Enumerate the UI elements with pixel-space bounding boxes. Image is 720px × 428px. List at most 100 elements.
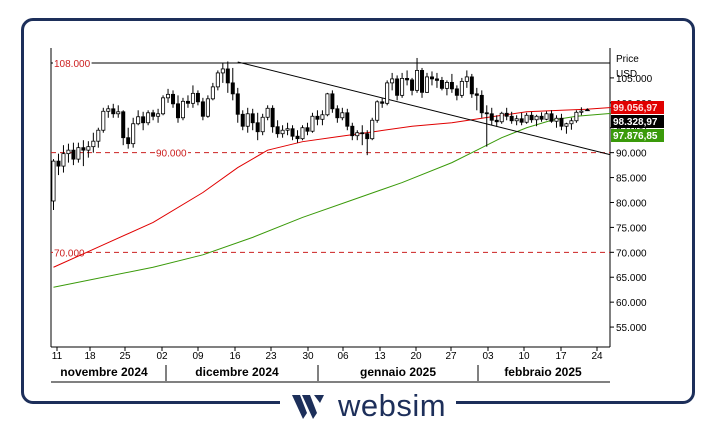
candle-body [320,114,325,120]
level-label-bg [155,148,189,160]
candle-body [429,76,434,80]
candle-body [240,113,245,127]
candle-body [380,101,385,104]
brand-name: websim [338,388,447,423]
candle-body [539,115,544,120]
candle-body [484,112,489,115]
candle-body [549,113,554,122]
candle-body [161,97,166,115]
candle-body [554,117,559,122]
candle-body [574,111,579,122]
candle-body [235,93,240,115]
y-tick-label: 75.000 [616,223,647,234]
x-tick-label: 11 [52,351,63,362]
y-tick-label: 90.000 [616,149,647,160]
candle-body [250,113,255,124]
candle-body [390,78,395,84]
candle-body [405,77,410,81]
candle-body [305,127,310,132]
candle-body [434,78,439,81]
candle-body [56,160,61,167]
candle-body [395,78,400,96]
price-badge [611,101,664,114]
candle-body [290,128,295,137]
candle-body [96,129,101,142]
x-tick-label: 25 [119,351,131,362]
candle-body [415,70,420,91]
level-label-bg [53,248,87,260]
candle-body [180,100,185,119]
candle-body [464,76,469,82]
axis-title-line: USD [616,69,637,80]
x-tick-label: 09 [192,351,204,362]
candle-body [190,92,195,104]
x-tick-label: 30 [302,351,314,362]
candle-body [499,112,504,123]
candle-body [519,118,524,123]
candle-body [151,112,156,117]
candle-body [156,113,161,117]
candle-body [345,112,350,127]
candle-body [340,112,345,119]
candle-body [524,114,529,123]
candle-body [444,81,449,89]
month-label: dicembre 2024 [195,365,279,379]
level-label: 108.000 [54,59,91,70]
candle-body [225,68,230,84]
candle-body [459,80,464,96]
candle-body [280,129,285,135]
candle-body [81,147,86,151]
candle-body [255,122,260,133]
y-tick-label: 85.000 [616,174,647,185]
candle-body [579,110,584,113]
candle-body [449,81,454,90]
candle-body [210,86,215,100]
x-tick-label: 17 [555,351,567,362]
candle-body [529,114,534,121]
candle-body [544,113,549,120]
candle-body [116,111,121,115]
candle-body [220,68,225,74]
candle-body [260,116,265,133]
candle-body [131,123,136,145]
y-tick-label: 70.000 [616,248,647,259]
candle-body [245,113,250,127]
candle-body [121,111,126,139]
candle-body [111,108,116,115]
candle-body [400,77,405,96]
level-label: 70.000 [54,248,85,259]
candle-body [61,153,66,167]
candle-body [489,113,494,121]
candle-body [360,132,365,135]
candle-body [66,149,71,155]
candle-body [285,128,290,131]
y-tick-label: 60.000 [616,298,647,309]
x-tick-label: 27 [445,351,457,362]
candle-body [171,93,176,105]
x-tick-label: 02 [156,351,168,362]
level-label: 90.000 [156,149,187,160]
candle-body [534,115,539,121]
x-tick-label: 18 [84,351,96,362]
candle-body [51,160,56,202]
candle-body [315,115,320,120]
price-badge [611,115,664,128]
candle-body [370,119,375,140]
x-tick-label: 20 [410,351,422,362]
last-price-marker [584,108,591,112]
y-tick-label: 55.000 [616,323,647,334]
candle-body [410,79,415,91]
trendline [237,61,611,156]
y-tick-label: 65.000 [616,273,647,284]
candle-body [200,101,205,117]
price-badge-label: 98.328,97 [613,117,658,128]
candle-body [454,88,459,96]
plot-area: Price USD 55.000 60.000 65.000 70.000 75.000 80… [50,48,664,383]
candle-body [230,82,235,95]
price-badge [611,129,664,142]
moving-average-long [53,112,612,288]
candle-body [106,108,111,112]
candle-body [295,135,300,140]
plot-background [51,48,610,347]
